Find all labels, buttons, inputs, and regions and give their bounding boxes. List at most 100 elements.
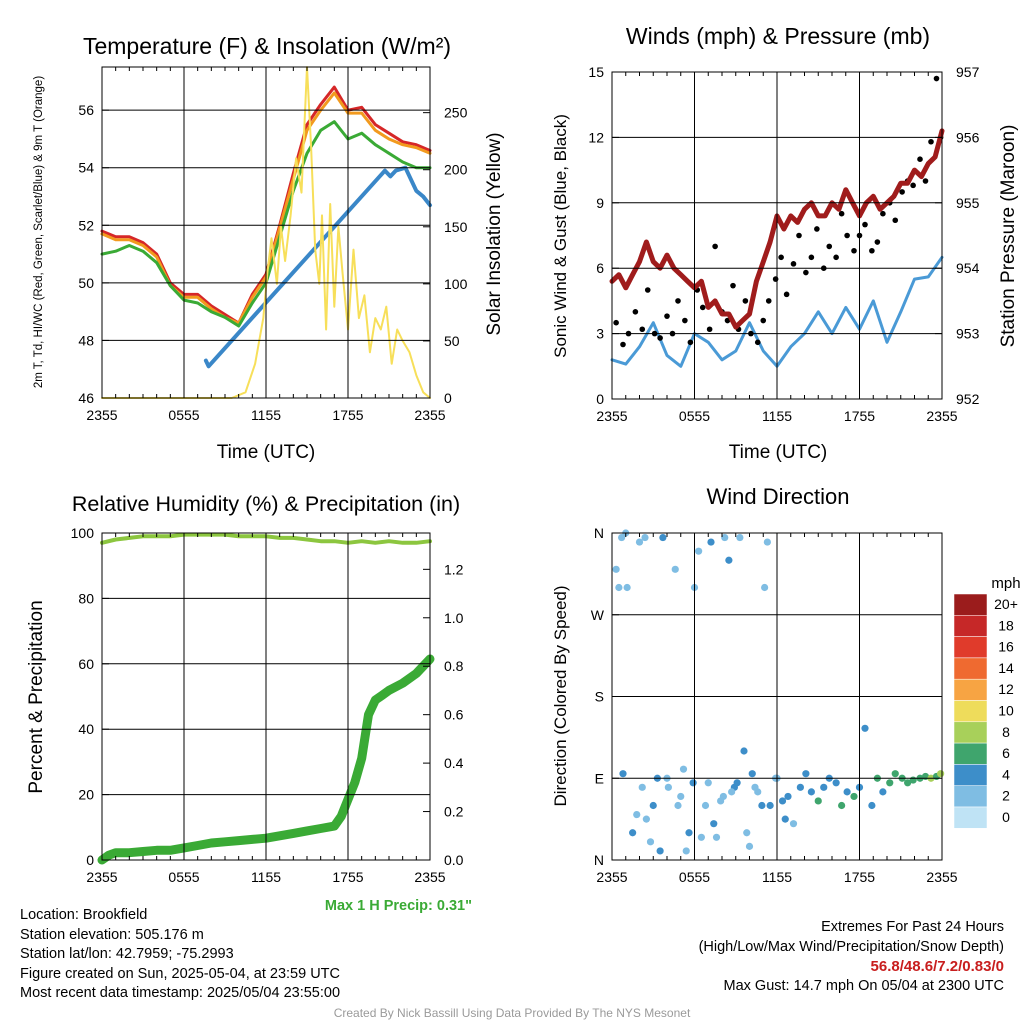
direction-point — [937, 770, 945, 778]
direction-point — [629, 829, 637, 837]
direction-point — [721, 533, 729, 542]
wind-direction-panel: Wind Direction 2355 0555 1155 1755 2355NESWN… — [551, 484, 1021, 885]
y-tick-label: N — [594, 852, 604, 868]
direction-point — [909, 776, 917, 784]
x-tick-label: 2355 — [86, 407, 117, 423]
gust-point — [712, 243, 718, 250]
humidity-precip-panel: Relative Humidity (%) & Precipitation (i… — [26, 492, 472, 914]
direction-point — [710, 820, 718, 828]
direction-point — [656, 847, 664, 855]
y2-tick-label: 956 — [956, 129, 980, 145]
x-tick-label: 1755 — [332, 407, 363, 423]
direction-point — [745, 842, 754, 850]
gust-point — [778, 254, 784, 261]
direction-point — [635, 538, 644, 546]
direction-point — [725, 556, 733, 564]
direction-point — [743, 829, 751, 837]
colorbar-title: mph — [991, 575, 1020, 592]
location-text: Location: Brookfield — [20, 907, 148, 923]
gust-point — [862, 221, 868, 228]
direction-point — [679, 765, 688, 773]
gust-point — [790, 261, 797, 267]
direction-point — [904, 779, 912, 787]
humidity-y-axis-label: Percent & Precipitation — [26, 600, 47, 793]
direction-point — [685, 829, 693, 837]
gust-point — [664, 313, 670, 319]
gust-point — [620, 341, 626, 348]
direction-point — [689, 779, 697, 787]
y2-tick-label: 250 — [444, 105, 468, 121]
direction-point — [664, 783, 672, 791]
y-tick-label: 48 — [78, 332, 94, 348]
gust-point — [613, 319, 619, 326]
winds-ticks: 2355 0555 1155 1755 235503691215952953954955… — [588, 64, 979, 424]
x-tick-label: 1755 — [844, 408, 875, 424]
gust-point — [687, 339, 694, 346]
x-tick-label: 2355 — [86, 869, 117, 885]
direction-point — [748, 770, 756, 778]
direction-point — [814, 797, 822, 805]
speed-colorbar: mph 20+ 18 16 14 12 10 8 6 4 2 0 — [953, 575, 1021, 829]
gust-point — [783, 291, 790, 298]
y-tick-label: 6 — [596, 260, 604, 276]
direction-point — [707, 538, 715, 546]
extremes-subtitle: (High/Low/Max Wind/Precipitation/Snow De… — [698, 938, 1004, 955]
direction-point — [758, 801, 766, 810]
y-tick-label: 50 — [78, 275, 94, 291]
x-tick-label: 1755 — [332, 869, 363, 885]
y-tick-label: 20 — [78, 787, 94, 803]
gust-point — [803, 269, 809, 276]
colorbar-swatch — [953, 742, 988, 765]
y2-tick-label: 955 — [956, 195, 980, 211]
y-tick-label: 0 — [596, 391, 604, 407]
colorbar-swatch — [953, 657, 988, 680]
gust-point — [844, 232, 850, 239]
temperature-chart-title: Temperature (F) & Insolation (W/m²) — [83, 33, 451, 59]
max-precip-annotation: Max 1 H Precip: 0.31" — [325, 898, 472, 914]
direction-point — [619, 770, 627, 778]
y-tick-label: 60 — [78, 656, 94, 672]
y-tick-label: N — [594, 525, 604, 541]
direction-point — [763, 538, 771, 546]
colorbar-label: 18 — [998, 617, 1014, 633]
temperature-x-axis-label: Time (UTC) — [217, 442, 316, 463]
colorbar-swatch — [953, 785, 988, 808]
y-tick-label: 100 — [71, 525, 95, 541]
y2-tick-label: 954 — [956, 260, 980, 276]
colorbar-swatch — [953, 678, 988, 701]
temperature-y-axis-label: 2m T, Td, HI/WC (Red, Green, Scarlet/Blu… — [33, 76, 45, 388]
winds-y-axis-label: Sonic Wind & Gust (Blue, Black) — [551, 114, 570, 358]
direction-point — [778, 797, 787, 805]
direction-point — [740, 747, 748, 755]
recent-data-text: Most recent data timestamp: 2025/05/04 2… — [20, 985, 341, 1001]
gust-point — [880, 210, 886, 217]
extremes-values: 56.8/48.6/7.2/0.83/0 — [870, 958, 1004, 975]
x-tick-label: 2355 — [414, 407, 445, 423]
y2-tick-label: 0.2 — [444, 804, 464, 820]
direction-point — [868, 801, 876, 810]
direction-point — [697, 833, 705, 841]
temperature-ticks: 2355 0555 1155 1755 235546485052545605010015… — [78, 67, 468, 423]
y2-tick-label: 1.0 — [444, 610, 464, 626]
direction-point — [659, 533, 667, 542]
wind-direction-grid — [612, 533, 942, 860]
direction-point — [717, 797, 725, 805]
gust-point — [699, 304, 706, 311]
gust-point — [760, 317, 767, 324]
colorbar-label: 16 — [998, 639, 1014, 655]
direction-point — [891, 770, 899, 778]
direction-point — [633, 810, 641, 819]
direction-point — [807, 788, 815, 796]
x-tick-label: 0555 — [168, 869, 199, 885]
gust-point — [644, 287, 651, 293]
gust-point — [754, 339, 761, 346]
colorbar-label: 4 — [1002, 766, 1010, 782]
colorbar-swatch — [953, 700, 988, 723]
colorbar-label: 14 — [998, 660, 1014, 676]
wind-direction-series-layer — [612, 529, 945, 855]
y2-tick-label: 0.0 — [444, 852, 464, 868]
x-tick-label: 2355 — [596, 869, 627, 885]
gust-point — [874, 239, 881, 245]
